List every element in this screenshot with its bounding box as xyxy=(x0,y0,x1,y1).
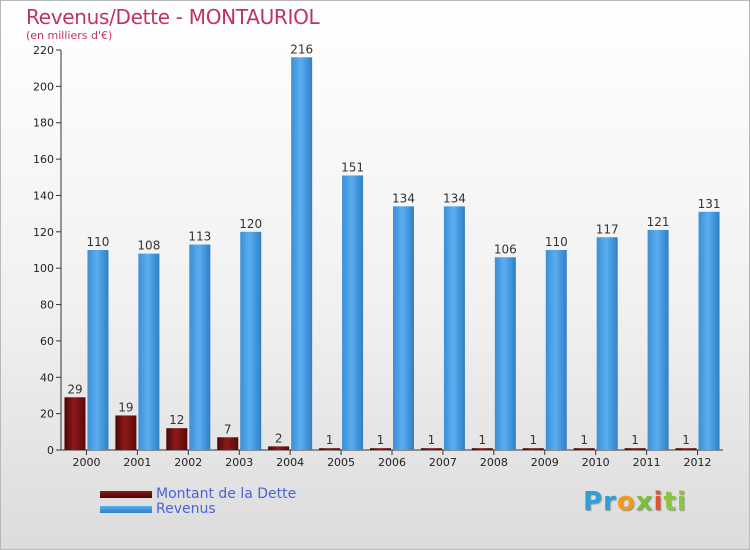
bar-debt xyxy=(319,448,341,450)
bar-debt xyxy=(471,448,493,450)
bar-revenus xyxy=(342,175,364,451)
bar-revenus xyxy=(494,257,516,450)
data-label-debt: 2 xyxy=(275,431,283,445)
data-label-debt: 1 xyxy=(682,433,690,447)
logo-part-5: ti xyxy=(663,487,687,517)
data-label-debt: 7 xyxy=(224,422,232,436)
data-label-debt: 1 xyxy=(529,433,537,447)
y-tick-label: 160 xyxy=(33,153,54,166)
y-tick-label: 140 xyxy=(33,189,54,202)
x-tick-label: 2009 xyxy=(531,456,559,469)
data-label-debt: 1 xyxy=(428,433,436,447)
x-tick-label: 2008 xyxy=(480,456,508,469)
bar-debt xyxy=(675,448,697,450)
data-label-revenus: 216 xyxy=(290,42,313,56)
x-tick-label: 2006 xyxy=(378,456,406,469)
data-label-revenus: 134 xyxy=(392,191,415,205)
x-tick-label: 2004 xyxy=(276,456,304,469)
bar-revenus xyxy=(698,211,720,450)
y-tick-label: 80 xyxy=(40,299,54,312)
chart-subtitle: (en milliers d'€) xyxy=(26,29,113,42)
y-tick-label: 120 xyxy=(33,226,54,239)
x-tick-label: 2010 xyxy=(582,456,610,469)
legend-swatch-debt xyxy=(100,491,152,498)
bar-debt xyxy=(268,446,290,450)
data-labels: 29 110 19 108 12 113 7 120 2 216 1 151 1 134 1 134 1 106 1… xyxy=(67,42,720,447)
data-label-revenus: 151 xyxy=(341,160,364,174)
bars xyxy=(64,57,720,451)
x-tick-label: 2007 xyxy=(429,456,457,469)
data-label-debt: 1 xyxy=(631,433,639,447)
data-label-revenus: 120 xyxy=(239,217,262,231)
x-tick-label: 2001 xyxy=(123,456,151,469)
data-label-revenus: 121 xyxy=(647,215,670,229)
logo-part-1: Pr xyxy=(583,487,617,517)
bar-debt xyxy=(420,448,442,450)
y-tick-label: 180 xyxy=(33,117,54,130)
logo-part-4: i xyxy=(653,487,664,517)
data-label-revenus: 110 xyxy=(87,235,110,249)
data-label-revenus: 131 xyxy=(698,197,721,211)
y-tick-label: 40 xyxy=(40,371,54,384)
bar-debt xyxy=(624,448,646,450)
legend-label-revenus: Revenus xyxy=(156,501,216,517)
bar-debt xyxy=(217,437,239,450)
proxiti-logo: Proxiti xyxy=(583,487,687,517)
bar-debt xyxy=(64,397,86,450)
data-label-revenus: 113 xyxy=(188,230,211,244)
data-label-debt: 1 xyxy=(479,433,487,447)
bar-debt xyxy=(166,428,188,450)
data-label-revenus: 110 xyxy=(545,235,568,249)
bar-revenus xyxy=(443,206,465,450)
bar-debt xyxy=(522,448,544,450)
data-label-revenus: 106 xyxy=(494,242,517,256)
bar-revenus xyxy=(393,206,414,450)
chart-title: Revenus/Dette - MONTAURIOL xyxy=(26,5,320,29)
legend-label-debt: Montant de la Dette xyxy=(156,486,297,502)
data-label-debt: 19 xyxy=(118,400,133,414)
data-label-debt: 1 xyxy=(326,433,334,447)
x-tick-label: 2003 xyxy=(225,456,253,469)
legend-item-debt: Montant de la Dette xyxy=(100,487,296,502)
bar-revenus xyxy=(138,253,160,450)
y-axis: 0 20 40 60 80 100 120 140 160 180 200 220 xyxy=(33,44,62,457)
bar-revenus xyxy=(189,244,211,450)
x-axis: 2000 2001 2002 2003 2004 2005 2006 2007 2008 2009… xyxy=(61,449,723,469)
y-tick-label: 60 xyxy=(40,335,54,348)
bar-revenus xyxy=(647,230,669,450)
legend: Montant de la Dette Revenus xyxy=(100,487,296,517)
logo-part-3: x xyxy=(635,487,654,517)
y-tick-label: 100 xyxy=(33,262,54,275)
y-tick-label: 200 xyxy=(33,80,54,93)
bar-debt xyxy=(370,448,391,450)
bar-revenus xyxy=(87,250,109,450)
bar-revenus xyxy=(291,57,313,450)
x-tick-label: 2002 xyxy=(174,456,202,469)
x-tick-label: 2005 xyxy=(327,456,355,469)
data-label-debt: 1 xyxy=(377,433,385,447)
data-label-revenus: 134 xyxy=(443,191,466,205)
data-label-debt: 12 xyxy=(169,413,184,427)
x-tick-label: 2011 xyxy=(633,456,661,469)
y-tick-label: 20 xyxy=(40,408,54,421)
x-tick-label: 2012 xyxy=(684,456,712,469)
logo-part-2: o xyxy=(616,487,636,517)
bar-debt xyxy=(115,415,137,450)
legend-item-revenus: Revenus xyxy=(100,502,296,517)
data-label-debt: 1 xyxy=(580,433,588,447)
bar-revenus xyxy=(240,231,262,450)
bar-revenus xyxy=(596,237,618,450)
legend-swatch-revenus xyxy=(100,506,152,513)
bar-debt xyxy=(573,448,595,450)
y-tick-label: 0 xyxy=(47,444,54,457)
y-tick-label: 220 xyxy=(33,44,54,57)
data-label-revenus: 108 xyxy=(137,239,160,253)
data-label-debt: 29 xyxy=(67,382,82,396)
bar-revenus xyxy=(545,250,567,450)
data-label-revenus: 117 xyxy=(596,222,619,236)
x-tick-label: 2000 xyxy=(72,456,100,469)
